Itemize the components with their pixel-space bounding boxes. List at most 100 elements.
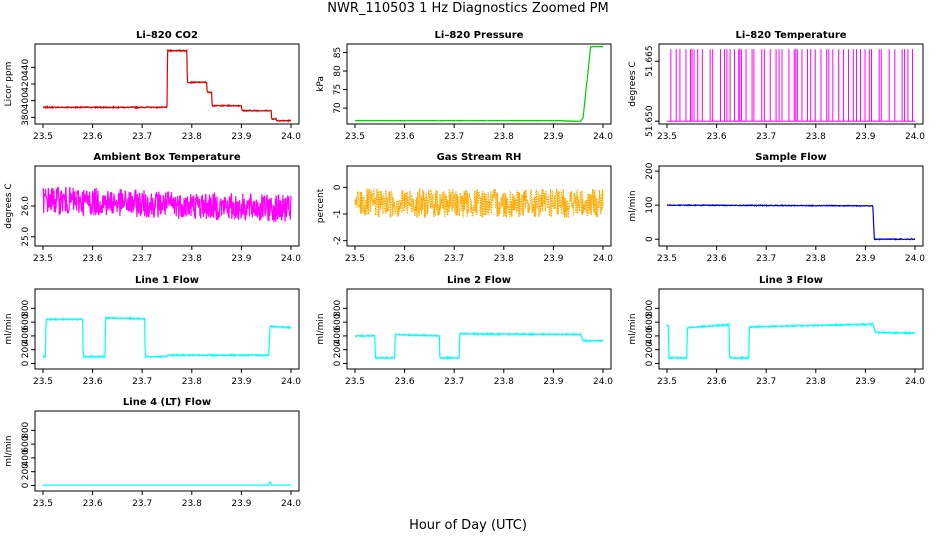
y-tick-label: 600 bbox=[333, 313, 343, 330]
x-tick-label: 23.9 bbox=[231, 254, 251, 264]
x-tick-label: 24.0 bbox=[281, 499, 301, 509]
series-line bbox=[666, 321, 916, 361]
x-tick-label: 23.7 bbox=[132, 254, 152, 264]
x-tick-label: 23.5 bbox=[345, 254, 365, 264]
panel-title: Li–820 Pressure bbox=[435, 30, 524, 41]
x-tick-label: 23.5 bbox=[33, 377, 53, 387]
x-tick-label: 23.5 bbox=[33, 254, 53, 264]
y-tick-label: 0 bbox=[21, 482, 31, 488]
x-tick-label: 23.9 bbox=[855, 254, 875, 264]
x-tick-label: 24.0 bbox=[281, 377, 301, 387]
y-tick-label: -1 bbox=[333, 210, 343, 219]
plot-frame bbox=[34, 410, 300, 492]
panel-title: Li–820 CO2 bbox=[136, 30, 198, 41]
series-line bbox=[666, 203, 916, 241]
y-axis-label: degrees C bbox=[628, 61, 638, 106]
panel-9: Line 4 (LT) Flow ml/min 23.5 23.6 23.7 23.8 23… bbox=[4, 397, 301, 509]
y-tick-label: 380 bbox=[21, 108, 31, 125]
x-tick-label: 23.5 bbox=[657, 377, 677, 387]
y-axis-label: percent bbox=[316, 188, 326, 223]
plot-frame bbox=[658, 165, 924, 247]
x-tick-label: 24.0 bbox=[905, 254, 925, 264]
y-tick-label: 0 bbox=[645, 236, 655, 242]
x-tick-label: 23.7 bbox=[444, 132, 464, 142]
series-line bbox=[43, 481, 291, 486]
x-tick-label: 24.0 bbox=[281, 254, 301, 264]
panel-title: Line 4 (LT) Flow bbox=[123, 397, 211, 408]
series-line bbox=[42, 186, 292, 223]
y-tick-label: 25.0 bbox=[21, 226, 31, 246]
plot-frame bbox=[34, 288, 300, 370]
panel-title: Gas Stream RH bbox=[437, 152, 522, 163]
panel-1: Li–820 Pressure kPa 23.5 23.6 23.7 23.8 23.9 24… bbox=[316, 30, 613, 142]
x-tick-label: 23.8 bbox=[494, 132, 514, 142]
x-tick-label: 23.6 bbox=[395, 377, 415, 387]
x-tick-label: 23.7 bbox=[132, 499, 152, 509]
x-tick-label: 23.9 bbox=[543, 132, 563, 142]
series-line bbox=[42, 316, 292, 359]
y-tick-label: 800 bbox=[645, 299, 655, 316]
y-axis-label: degrees C bbox=[4, 183, 14, 228]
panel-5: Sample Flow ml/min 23.5 23.6 23.7 23.8 23.9 24.… bbox=[628, 152, 925, 264]
y-tick-label: 600 bbox=[645, 313, 655, 330]
x-tick-label: 23.7 bbox=[444, 377, 464, 387]
panel-title: Line 3 Flow bbox=[759, 275, 823, 286]
x-tick-label: 24.0 bbox=[281, 132, 301, 142]
panel-title: Line 1 Flow bbox=[135, 275, 199, 286]
panel-7: Line 2 Flow ml/min 23.5 23.6 23.7 23.8 23.9 24.… bbox=[316, 275, 613, 387]
y-tick-label: 200 bbox=[21, 463, 31, 480]
y-tick-label: 400 bbox=[21, 327, 31, 344]
y-tick-label: 400 bbox=[21, 92, 31, 109]
x-tick-label: 23.5 bbox=[33, 499, 53, 509]
panel-3: Ambient Box Temperature degrees C 23.5 23.6… bbox=[4, 152, 301, 264]
y-axis-label: ml/min bbox=[316, 313, 326, 344]
x-tick-label: 24.0 bbox=[593, 132, 613, 142]
x-tick-label: 23.7 bbox=[756, 254, 776, 264]
y-axis-label: ml/min bbox=[4, 313, 14, 344]
plot-frame bbox=[346, 165, 612, 247]
y-tick-label: 200 bbox=[645, 341, 655, 358]
y-tick-label: 0 bbox=[21, 360, 31, 366]
x-tick-label: 23.6 bbox=[83, 132, 103, 142]
x-tick-label: 23.8 bbox=[182, 132, 202, 142]
x-tick-label: 24.0 bbox=[905, 377, 925, 387]
x-tick-label: 23.9 bbox=[543, 254, 563, 264]
y-axis-label: ml/min bbox=[628, 313, 638, 344]
x-tick-label: 23.6 bbox=[83, 254, 103, 264]
plot-frame bbox=[658, 288, 924, 370]
y-tick-label: 80 bbox=[333, 65, 343, 77]
y-tick-label: 200 bbox=[21, 341, 31, 358]
y-tick-label: 600 bbox=[21, 313, 31, 330]
y-axis-label: Licor ppm bbox=[4, 62, 14, 107]
y-tick-label: 0 bbox=[645, 360, 655, 366]
x-tick-label: 23.7 bbox=[132, 377, 152, 387]
x-tick-label: 23.5 bbox=[657, 132, 677, 142]
figure-title: NWR_110503 1 Hz Diagnostics Zoomed PM bbox=[327, 1, 609, 16]
y-axis-label: ml/min bbox=[628, 190, 638, 221]
x-tick-label: 23.8 bbox=[182, 254, 202, 264]
y-tick-label: 400 bbox=[645, 327, 655, 344]
x-tick-label: 23.9 bbox=[231, 377, 251, 387]
x-tick-label: 23.8 bbox=[182, 499, 202, 509]
y-tick-label: 0 bbox=[333, 184, 343, 190]
x-tick-label: 23.7 bbox=[756, 377, 776, 387]
panel-6: Line 1 Flow ml/min 23.5 23.6 23.7 23.8 23.9 24.… bbox=[4, 275, 301, 387]
x-tick-label: 23.7 bbox=[132, 132, 152, 142]
x-tick-label: 23.5 bbox=[345, 132, 365, 142]
panel-title: Line 2 Flow bbox=[447, 275, 511, 286]
y-tick-label: 200 bbox=[333, 341, 343, 358]
y-tick-label: 51.665 bbox=[645, 45, 655, 76]
y-tick-label: -2 bbox=[333, 236, 343, 245]
y-tick-label: 26.0 bbox=[21, 196, 31, 216]
x-tick-label: 23.6 bbox=[707, 377, 727, 387]
y-tick-label: 440 bbox=[21, 58, 31, 75]
y-tick-label: 600 bbox=[21, 435, 31, 452]
series-line bbox=[42, 48, 292, 123]
panel-8: Line 3 Flow ml/min 23.5 23.6 23.7 23.8 23.9 24.… bbox=[628, 275, 925, 387]
x-tick-label: 23.5 bbox=[657, 254, 677, 264]
series-line bbox=[354, 45, 604, 123]
y-tick-label: 800 bbox=[333, 299, 343, 316]
x-tick-label: 23.9 bbox=[231, 499, 251, 509]
panel-title: Li–820 Temperature bbox=[735, 30, 846, 41]
x-tick-label: 23.6 bbox=[83, 499, 103, 509]
